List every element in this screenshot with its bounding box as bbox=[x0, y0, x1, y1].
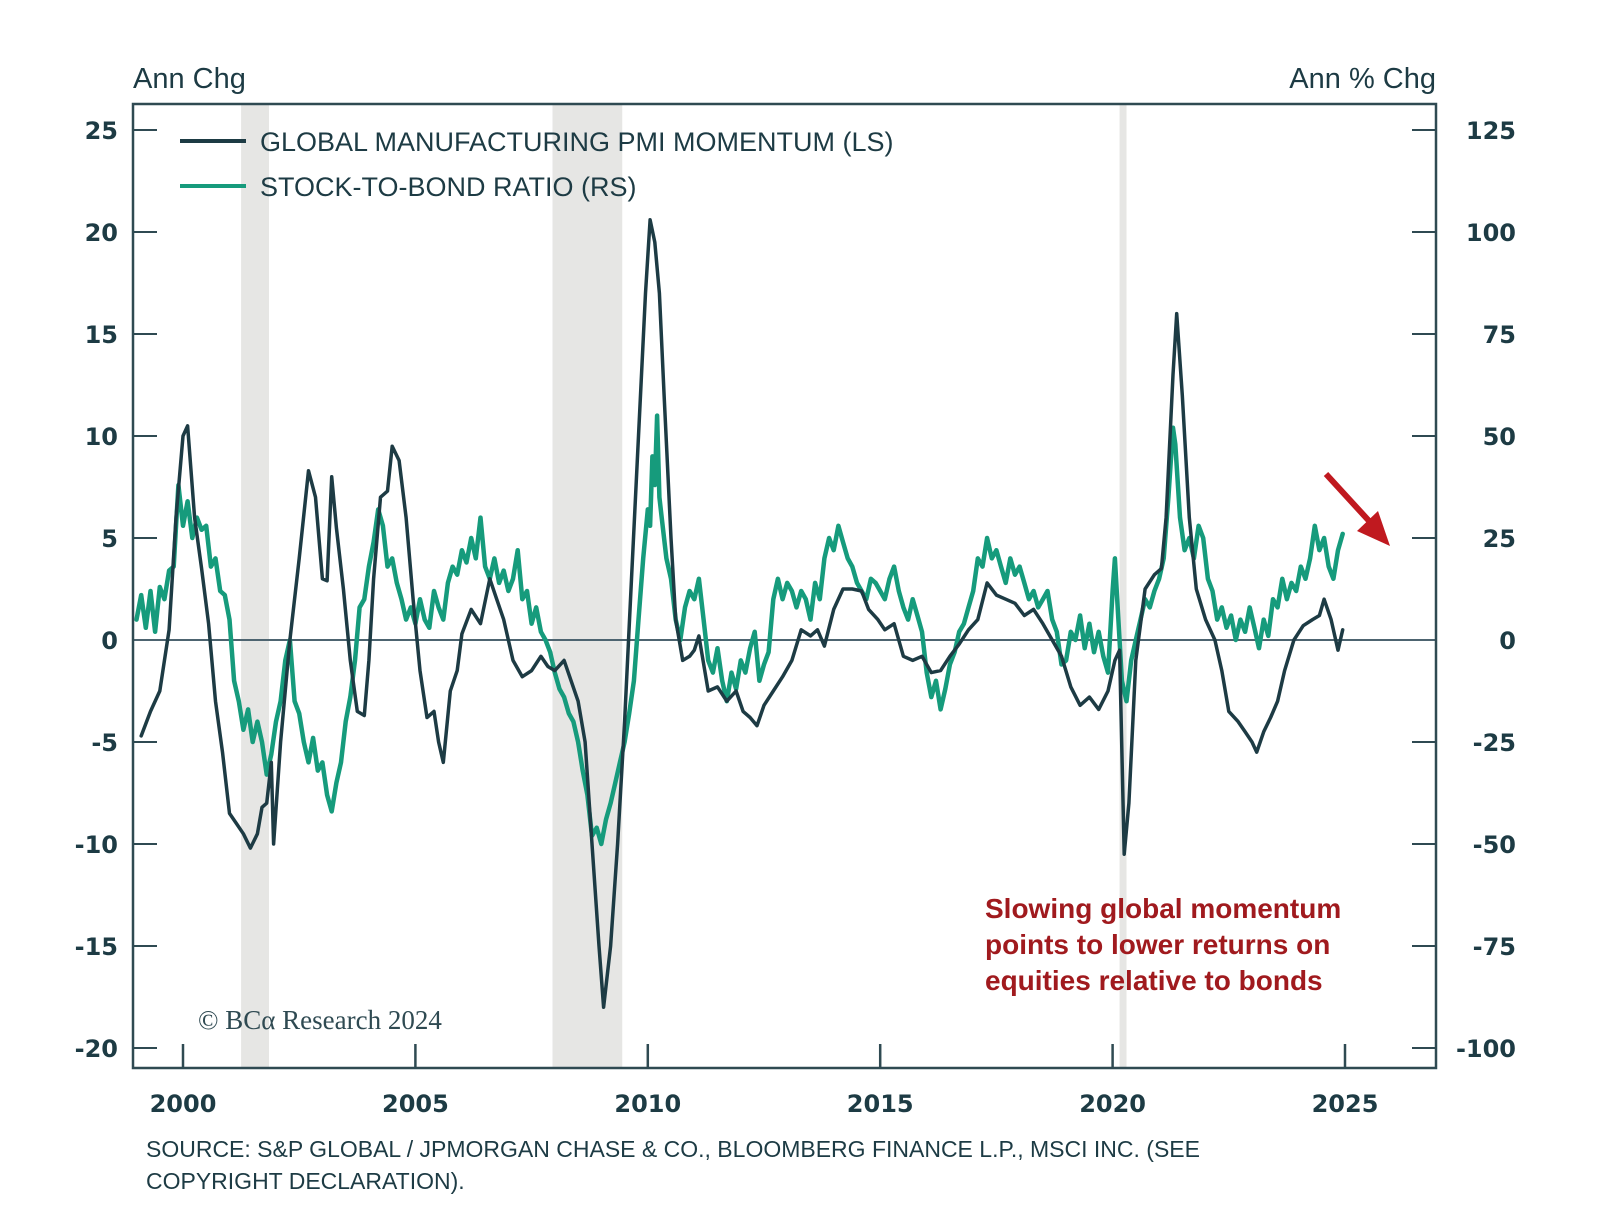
x-axis: 2000 2005 2010 2015 2020 2025 bbox=[150, 1044, 1379, 1118]
left-tick-label: 15 bbox=[85, 321, 118, 349]
legend-label-stock-bond: STOCK-TO-BOND RATIO (RS) bbox=[260, 172, 637, 202]
recession-shade bbox=[1119, 104, 1127, 1068]
left-tick-label: 10 bbox=[85, 423, 118, 451]
plot-frame bbox=[131, 102, 1438, 1070]
x-tick-label: 2025 bbox=[1312, 1090, 1379, 1118]
annotation-line-3: equities relative to bonds bbox=[985, 965, 1323, 996]
left-axis-title: Ann Chg bbox=[133, 63, 246, 95]
right-axis: 125 100 75 50 25 0 -25 -50 -75 -100 bbox=[1412, 117, 1516, 1063]
recession-shading-layer bbox=[241, 104, 1127, 1068]
left-tick-label: -20 bbox=[75, 1035, 118, 1063]
left-tick-label: -10 bbox=[75, 831, 118, 859]
left-tick-label: 20 bbox=[85, 219, 118, 247]
x-tick-label: 2015 bbox=[847, 1090, 914, 1118]
right-tick-label: 50 bbox=[1483, 423, 1516, 451]
recession-shade bbox=[552, 104, 623, 1068]
left-tick-label: 0 bbox=[101, 627, 118, 655]
recession-shade bbox=[241, 104, 269, 1068]
right-tick-label: 0 bbox=[1499, 627, 1516, 655]
annotation-line-1: Slowing global momentum bbox=[985, 893, 1341, 924]
left-tick-label: 25 bbox=[85, 117, 118, 145]
annotation: Slowing global momentum points to lower … bbox=[985, 893, 1341, 996]
source-line-1: SOURCE: S&P GLOBAL / JPMORGAN CHASE & CO… bbox=[146, 1136, 1200, 1162]
left-axis: 25 20 15 10 5 0 -5 -10 -15 -20 bbox=[75, 117, 157, 1063]
left-tick-label: -15 bbox=[75, 933, 118, 961]
right-tick-label: 125 bbox=[1466, 117, 1516, 145]
right-axis-title: Ann % Chg bbox=[1289, 63, 1436, 95]
right-tick-label: -100 bbox=[1456, 1035, 1516, 1063]
right-tick-label: -50 bbox=[1473, 831, 1516, 859]
left-tick-label: 5 bbox=[101, 525, 118, 553]
legend-label-pmi: GLOBAL MANUFACTURING PMI MOMENTUM (LS) bbox=[260, 127, 894, 157]
right-tick-label: 25 bbox=[1483, 525, 1516, 553]
copyright-text: © BCα Research 2024 bbox=[198, 1005, 442, 1035]
source-line-2: COPYRIGHT DECLARATION). bbox=[146, 1168, 465, 1194]
right-tick-label: 75 bbox=[1483, 321, 1516, 349]
x-tick-label: 2000 bbox=[150, 1090, 217, 1118]
x-tick-label: 2020 bbox=[1079, 1090, 1146, 1118]
annotation-line-2: points to lower returns on bbox=[985, 929, 1330, 960]
right-tick-label: -25 bbox=[1473, 729, 1516, 757]
x-tick-label: 2010 bbox=[614, 1090, 681, 1118]
series-line-pmi-momentum bbox=[139, 218, 1345, 1009]
right-tick-label: 100 bbox=[1466, 219, 1516, 247]
legend: GLOBAL MANUFACTURING PMI MOMENTUM (LS) S… bbox=[180, 127, 894, 202]
left-tick-label: -5 bbox=[91, 729, 118, 757]
series-layer bbox=[134, 218, 1345, 1009]
series-line-stock-to-bond-ratio bbox=[134, 413, 1345, 847]
x-tick-label: 2005 bbox=[382, 1090, 449, 1118]
right-tick-label: -75 bbox=[1473, 933, 1516, 961]
down-right-arrow-icon bbox=[1323, 471, 1390, 546]
